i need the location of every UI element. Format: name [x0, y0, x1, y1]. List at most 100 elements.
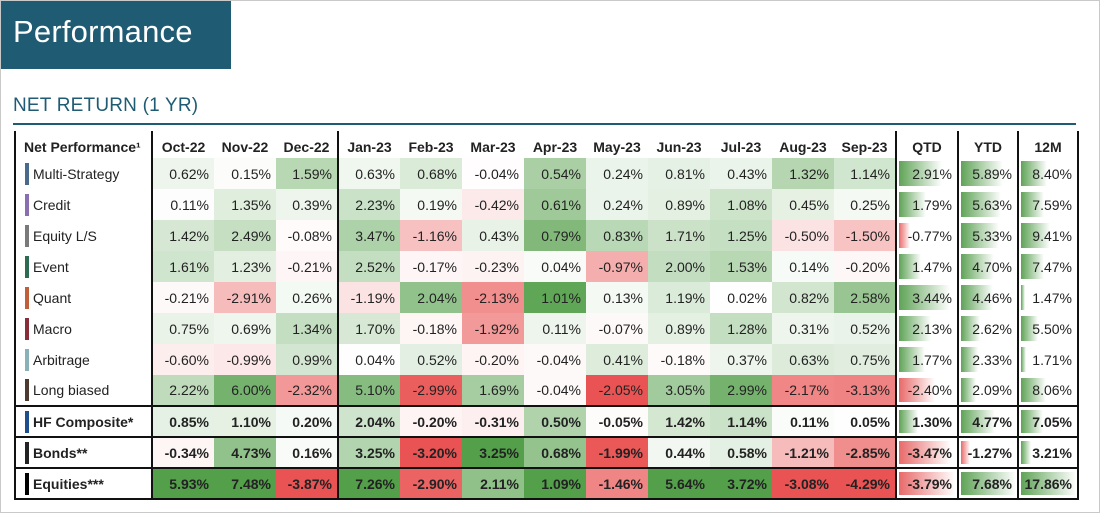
series-color-swatch — [25, 193, 29, 216]
value-text: 2.13% — [912, 320, 952, 337]
value-cell: -1.92% — [462, 313, 524, 344]
value-text: 7.68% — [972, 475, 1012, 492]
value-cell: -0.23% — [462, 251, 524, 282]
value-cell: 3.05% — [648, 375, 710, 406]
table-row: Equity L/S 1.42% 2.49% -0.08% 3.47% -1.16% 0.4… — [14, 220, 1079, 251]
table-row: Quant -0.21% -2.91% 0.26% -1.19% 2.04% -2.13% 1… — [14, 282, 1079, 313]
value-cell: 1.19% — [648, 282, 710, 313]
column-header: Feb-23 — [408, 139, 454, 155]
value-cell: 2.04% — [400, 282, 462, 313]
net-return-table: Net Performance¹ Oct-22 Nov-22 Dec-22 Ja… — [14, 131, 1079, 500]
value-cell: -1.99% — [586, 436, 648, 468]
value-cell: 0.04% — [337, 344, 400, 375]
row-label: Event — [14, 251, 152, 282]
value-cell: 5.64% — [648, 467, 710, 500]
series-color-swatch — [25, 162, 29, 185]
table-row: Arbitrage -0.60% -0.99% 0.99% 0.04% 0.52% -0.2… — [14, 344, 1079, 375]
value-cell: 0.14% — [772, 251, 834, 282]
data-bar — [961, 410, 995, 433]
value-cell: -0.97% — [586, 251, 648, 282]
value-cell: 7.68% — [957, 467, 1018, 500]
value-cell: -2.91% — [214, 282, 276, 313]
value-cell: 0.99% — [276, 344, 338, 375]
value-cell: -0.34% — [151, 436, 214, 468]
value-cell: 2.91% — [895, 158, 958, 189]
value-cell: 1.09% — [524, 467, 586, 500]
value-cell: 0.02% — [710, 282, 772, 313]
value-cell: 1.25% — [710, 220, 772, 251]
value-cell: 0.44% — [648, 436, 710, 468]
value-cell: 1.34% — [276, 313, 338, 344]
value-cell: 3.47% — [337, 220, 400, 251]
value-cell: 5.89% — [957, 158, 1018, 189]
value-cell: 5.93% — [151, 467, 214, 500]
value-cell: 0.81% — [648, 158, 710, 189]
value-text: -3.79% — [907, 475, 952, 492]
column-header: Nov-22 — [221, 139, 269, 155]
value-cell: 1.32% — [772, 158, 834, 189]
table-row: Bonds** -0.34% 4.73% 0.16% 3.25% -3.20% 3.25% 0… — [14, 436, 1079, 468]
value-cell: 1.53% — [710, 251, 772, 282]
column-header: Mar-23 — [470, 139, 516, 155]
value-cell: 1.42% — [648, 405, 710, 437]
row-label-text: Arbitrage — [33, 351, 90, 368]
value-cell: 2.58% — [834, 282, 896, 313]
title-banner: Performance — [1, 1, 231, 69]
data-bar — [961, 472, 1016, 495]
value-cell: 7.47% — [1017, 251, 1079, 282]
row-label-text: Credit — [33, 196, 71, 213]
value-cell: 0.31% — [772, 313, 834, 344]
value-cell: -2.17% — [772, 375, 834, 406]
value-cell: 0.68% — [400, 158, 462, 189]
data-bar — [961, 378, 976, 402]
value-cell: 0.11% — [772, 405, 834, 437]
data-bar — [961, 161, 1003, 186]
value-text: 2.62% — [972, 320, 1012, 337]
value-cell: -0.17% — [400, 251, 462, 282]
value-cell: 0.45% — [772, 189, 834, 220]
value-cell: 0.52% — [400, 344, 462, 375]
data-bar — [899, 223, 911, 248]
data-bar — [899, 378, 935, 402]
value-cell: 0.85% — [151, 405, 214, 437]
value-cell: 2.23% — [337, 189, 400, 220]
value-text: 1.47% — [912, 258, 952, 275]
value-cell: 1.08% — [710, 189, 772, 220]
value-cell: -0.05% — [586, 405, 648, 437]
value-text: 1.77% — [912, 351, 952, 368]
value-cell: 0.24% — [586, 189, 648, 220]
value-cell: -0.50% — [772, 220, 834, 251]
value-cell: 0.89% — [648, 313, 710, 344]
data-bar — [961, 192, 1001, 217]
value-text: 2.33% — [972, 351, 1012, 368]
value-cell: 1.70% — [337, 313, 400, 344]
value-text: 5.63% — [972, 196, 1012, 213]
value-cell: 2.62% — [957, 313, 1018, 344]
column-header: Dec-22 — [283, 139, 330, 155]
value-cell: 5.33% — [957, 220, 1018, 251]
value-text: 1.79% — [912, 196, 952, 213]
value-cell: 0.39% — [276, 189, 338, 220]
column-header: Aug-23 — [779, 139, 827, 155]
table-row: Multi-Strategy 0.62% 0.15% 1.59% 0.63% 0.68% -… — [14, 158, 1079, 189]
value-cell: 0.75% — [834, 344, 896, 375]
table-row: Event 1.61% 1.23% -0.21% 2.52% -0.17% -0.23% 0.… — [14, 251, 1079, 282]
value-cell: 0.69% — [214, 313, 276, 344]
value-cell: 4.70% — [957, 251, 1018, 282]
data-bar — [899, 347, 926, 372]
value-cell: 2.13% — [895, 313, 958, 344]
value-cell: 2.00% — [648, 251, 710, 282]
value-text: -0.77% — [907, 227, 952, 244]
value-text: 8.06% — [1032, 382, 1072, 398]
column-header: Jun-23 — [656, 139, 702, 155]
data-bar — [1021, 192, 1045, 217]
column-header: Jan-23 — [337, 131, 400, 158]
value-cell: -3.20% — [400, 436, 462, 468]
value-cell: 2.04% — [337, 405, 400, 437]
value-cell: 4.77% — [957, 405, 1018, 437]
column-header: Oct-22 — [151, 131, 214, 158]
value-cell: 0.11% — [524, 313, 586, 344]
column-header: 12M — [1017, 131, 1079, 158]
value-cell: 0.52% — [834, 313, 896, 344]
value-cell: -0.08% — [276, 220, 338, 251]
